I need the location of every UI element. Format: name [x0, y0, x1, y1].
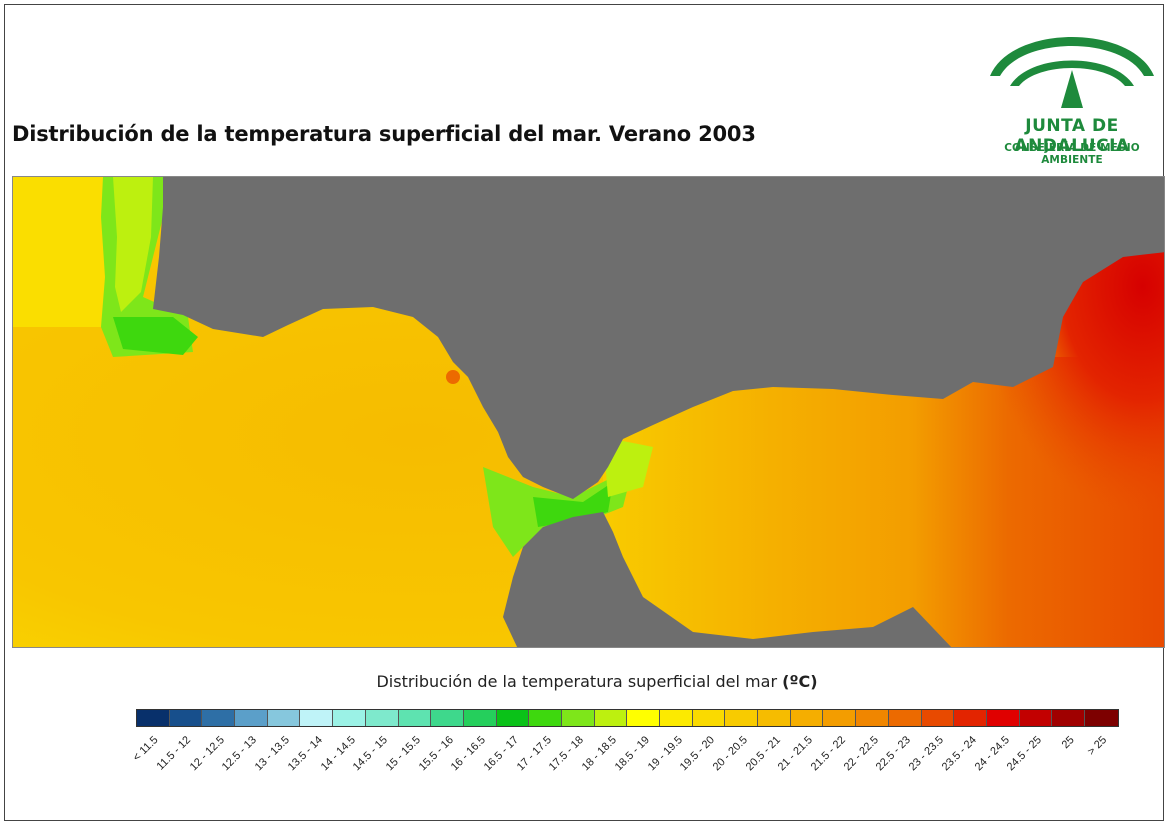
legend-swatch: [561, 710, 595, 726]
junta-andalucia-logo: JUNTA DE ANDALUCIA CONSEJERÍA DE MEDIO A…: [982, 14, 1162, 166]
legend-swatch: [1084, 710, 1118, 726]
legend-title: Distribución de la temperatura superfici…: [0, 672, 1170, 691]
legend-swatch: [594, 710, 628, 726]
legend-swatch: [463, 710, 497, 726]
legend-swatch: [986, 710, 1020, 726]
warm-spot: [446, 370, 460, 384]
legend-swatch: [496, 710, 530, 726]
upwelling-core: [113, 317, 198, 355]
legend-title-text: Distribución de la temperatura superfici…: [376, 672, 778, 691]
legend-swatch: [823, 710, 857, 726]
legend-swatch: [431, 710, 464, 726]
legend-swatch: [888, 710, 922, 726]
legend-swatch: [692, 710, 726, 726]
legend-swatch: [365, 710, 399, 726]
legend-swatch: [333, 710, 366, 726]
legend-swatch: [529, 710, 562, 726]
legend-swatch: [725, 710, 759, 726]
legend-swatch: [921, 710, 955, 726]
logo-emblem-icon: [990, 37, 1154, 108]
sst-map[interactable]: [12, 176, 1165, 648]
land-africa: [503, 512, 952, 647]
logo-org-name: JUNTA DE ANDALUCIA: [1014, 116, 1130, 156]
land-iberia: [153, 177, 1164, 499]
legend-swatch: [1019, 710, 1053, 726]
legend-swatch: [856, 710, 889, 726]
coastal-cool-water: [13, 177, 113, 327]
legend-swatch: [235, 710, 268, 726]
legend-swatch: [660, 710, 693, 726]
upwelling-inner: [113, 177, 153, 312]
legend-swatch: [137, 710, 170, 726]
legend-swatch: [954, 710, 987, 726]
legend-swatch: [267, 710, 301, 726]
legend-color-bar: [136, 709, 1119, 727]
legend-swatch: [398, 710, 432, 726]
page-title: Distribución de la temperatura superfici…: [12, 122, 756, 146]
logo-department: CONSEJERÍA DE MEDIO AMBIENTE: [1004, 142, 1140, 166]
legend-swatch: [1052, 710, 1085, 726]
legend-swatch: [790, 710, 824, 726]
legend-swatch: [202, 710, 236, 726]
legend-swatch: [758, 710, 791, 726]
sst-map-graphic: [13, 177, 1164, 647]
legend-swatch: [300, 710, 334, 726]
legend-swatch: [627, 710, 660, 726]
legend-unit: (ºC): [782, 672, 818, 691]
legend-swatch: [169, 710, 203, 726]
